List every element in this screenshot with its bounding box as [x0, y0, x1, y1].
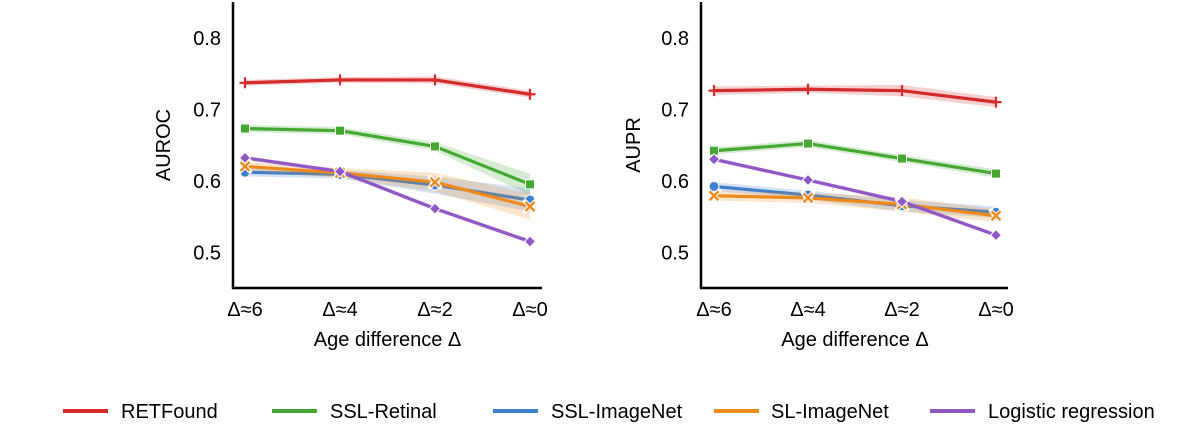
data-point — [991, 168, 1001, 179]
series-line — [244, 78, 531, 96]
data-point — [427, 174, 443, 190]
legend-item-ssl-imagenet: SSL-ImageNet — [493, 401, 683, 423]
data-point — [428, 202, 442, 215]
data-point — [708, 180, 720, 192]
data-point — [524, 88, 536, 100]
series-line — [713, 87, 997, 104]
series-line — [244, 126, 531, 186]
y-axis-label: AUROC — [153, 109, 175, 181]
series-retfound — [244, 76, 531, 98]
series-line — [244, 170, 531, 202]
data-point — [238, 151, 252, 165]
y-tick-label: 0.8 — [661, 28, 689, 50]
y-tick-label: 0.5 — [193, 242, 221, 264]
chart-panel-aupr: 0.5 0.6 0.7 0.8 Δ≈6 Δ≈4 Δ≈2 Δ≈0 Age difference Δ… — [623, 2, 1014, 351]
legend-label: SL-ImageNet — [771, 401, 889, 423]
data-point — [989, 228, 1003, 242]
series-line — [713, 157, 997, 237]
series-line — [713, 141, 997, 176]
series-retfound — [713, 84, 997, 108]
data-point — [429, 74, 441, 86]
series-line — [244, 164, 531, 209]
data-point — [896, 85, 908, 97]
confidence-band — [714, 139, 996, 178]
series-line — [713, 194, 997, 218]
data-point — [525, 179, 535, 190]
markers-retfound — [708, 83, 1002, 108]
data-point — [990, 96, 1002, 108]
data-point — [523, 235, 537, 248]
data-point — [988, 208, 1004, 224]
data-point — [237, 159, 253, 174]
series-ssl-retinal — [713, 139, 997, 178]
legend-item-ssl-retinal: SSL-Retinal — [272, 401, 437, 423]
x-tick-label: Δ≈0 — [978, 299, 1013, 321]
data-point — [802, 83, 814, 95]
x-tick-label: Δ≈4 — [790, 299, 825, 321]
legend-label: SSL-ImageNet — [551, 401, 683, 423]
y-axis-label: AUPR — [623, 117, 645, 173]
series-line — [244, 156, 531, 244]
markers-logistic-regression — [707, 153, 1003, 242]
legend-item-sl-imagenet: SL-ImageNet — [714, 401, 889, 423]
data-point — [803, 138, 813, 149]
x-tick-label: Δ≈2 — [884, 299, 919, 321]
x-tick-label: Δ≈4 — [322, 299, 357, 321]
legend: RETFound SSL-Retinal SSL-ImageNet SL-ImageN… — [63, 401, 1155, 423]
x-tick-label: Δ≈2 — [417, 299, 452, 321]
markers-ssl-retinal — [240, 123, 535, 190]
data-point — [430, 141, 440, 152]
data-point — [706, 188, 722, 204]
legend-item-retfound: RETFound — [63, 401, 218, 423]
data-point — [335, 125, 345, 136]
data-point — [708, 85, 720, 97]
x-tick-label: Δ≈6 — [227, 299, 262, 321]
chart-panel-auroc: 0.5 0.6 0.7 0.8 Δ≈6 Δ≈4 Δ≈2 Δ≈0 Age difference Δ… — [153, 2, 548, 351]
series-logistic-regression — [713, 157, 997, 238]
data-point — [333, 165, 347, 178]
y-tick-label: 0.6 — [193, 171, 221, 193]
series-ssl-retinal — [244, 124, 531, 196]
y-tick-label: 0.5 — [661, 242, 689, 264]
series-sl-imagenet — [244, 162, 531, 220]
data-point — [800, 190, 816, 206]
data-point — [334, 74, 346, 86]
x-tick-label: Δ≈6 — [696, 299, 731, 321]
series-logistic-regression — [244, 155, 531, 244]
markers-logistic-regression — [238, 151, 537, 248]
x-axis-label: Age difference Δ — [781, 329, 929, 351]
y-tick-label: 0.7 — [193, 99, 221, 121]
legend-item-logistic-regression: Logistic regression — [930, 401, 1155, 423]
data-point — [707, 153, 721, 166]
series-sl-imagenet — [713, 190, 997, 223]
x-axis-label: Age difference Δ — [314, 329, 462, 351]
data-point — [895, 195, 909, 208]
y-tick-label: 0.7 — [661, 99, 689, 121]
x-tick-label: Δ≈0 — [512, 299, 547, 321]
legend-label: RETFound — [121, 401, 218, 423]
data-point — [897, 153, 907, 164]
y-tick-label: 0.8 — [193, 28, 221, 50]
legend-label: Logistic regression — [988, 401, 1155, 423]
data-point — [240, 123, 250, 134]
data-point — [801, 173, 815, 187]
legend-label: SSL-Retinal — [330, 401, 437, 423]
data-point — [239, 77, 251, 89]
data-point — [522, 199, 538, 214]
markers-retfound — [239, 74, 536, 100]
y-tick-label: 0.6 — [661, 171, 689, 193]
